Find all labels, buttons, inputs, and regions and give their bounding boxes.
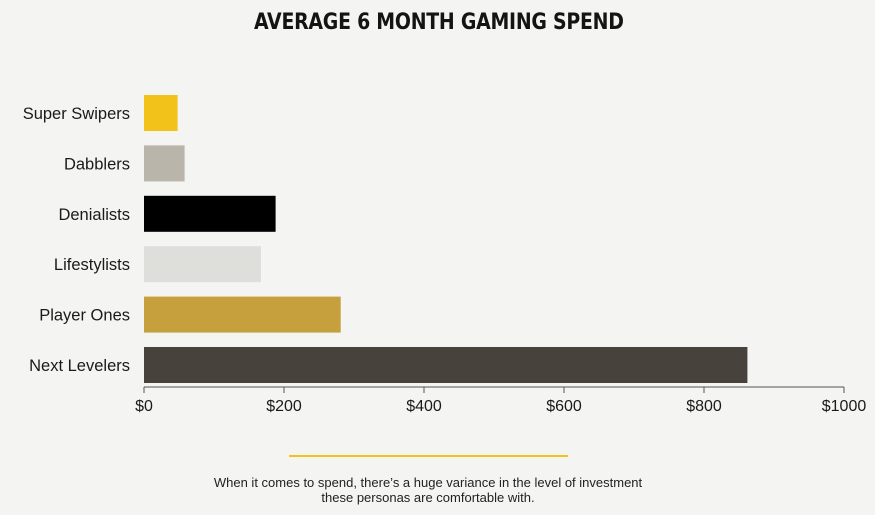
bar-player-ones xyxy=(144,296,341,333)
x-tick-label-400: $400 xyxy=(406,398,442,415)
bar-denialists xyxy=(144,195,276,232)
x-tick-label-0: $0 xyxy=(135,398,153,415)
bar-dabblers xyxy=(144,145,185,182)
x-tick-label-800: $800 xyxy=(686,398,722,415)
bar-next-levelers xyxy=(144,347,748,383)
x-tick-label-1000: $1000 xyxy=(822,398,867,415)
category-label-next-levelers: Next Levelers xyxy=(29,357,130,375)
chart-title: AVERAGE 6 MONTH GAMING SPEND xyxy=(253,10,624,35)
caption-line-1: When it comes to spend, there’s a huge v… xyxy=(213,475,643,490)
x-tick-label-600: $600 xyxy=(546,398,582,415)
bar-lifestylists xyxy=(144,246,261,283)
category-label-super-swipers: Super Swipers xyxy=(23,105,130,123)
category-label-denialists: Denialists xyxy=(58,206,130,224)
accent-divider xyxy=(289,455,568,457)
category-label-player-ones: Player Ones xyxy=(39,307,130,325)
category-label-lifestylists: Lifestylists xyxy=(54,256,130,274)
caption-line-2: these personas are comfortable with. xyxy=(321,490,535,505)
x-tick-label-200: $200 xyxy=(266,398,302,415)
category-label-dabblers: Dabblers xyxy=(64,155,130,173)
bar-super-swipers xyxy=(144,95,178,131)
chart-caption: When it comes to spend, there’s a huge v… xyxy=(0,475,856,505)
